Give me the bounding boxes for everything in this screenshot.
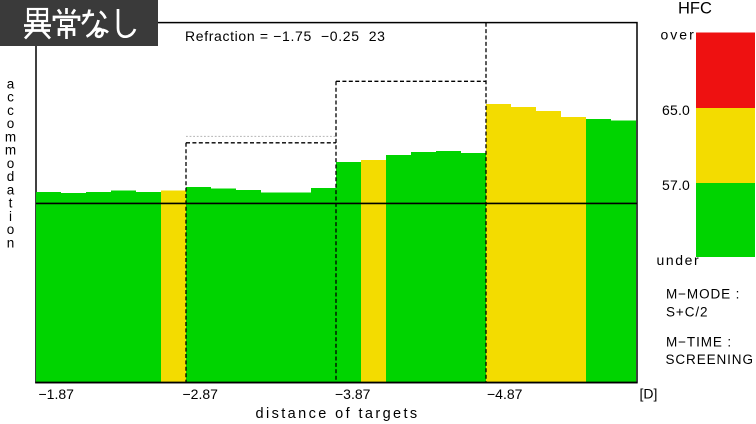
svg-text:c: c <box>7 90 14 105</box>
svg-text:c: c <box>7 103 14 118</box>
svg-text:M−TIME :: M−TIME : <box>666 335 732 350</box>
svg-text:a: a <box>7 76 15 91</box>
svg-text:m: m <box>5 143 16 158</box>
svg-text:65.0: 65.0 <box>662 102 690 118</box>
svg-text:under: under <box>657 252 701 268</box>
svg-text:d: d <box>7 169 15 184</box>
svg-text:n: n <box>7 235 15 250</box>
svg-text:a: a <box>7 182 15 197</box>
svg-text:over: over <box>661 27 696 43</box>
svg-text:o: o <box>7 116 15 131</box>
svg-text:−4.87: −4.87 <box>487 386 523 402</box>
svg-text:m: m <box>5 129 16 144</box>
svg-text:o: o <box>7 222 15 237</box>
svg-text:−3.87: −3.87 <box>335 386 371 402</box>
svg-text:M−MODE :: M−MODE : <box>666 286 740 301</box>
svg-text:57.0: 57.0 <box>662 177 690 193</box>
svg-text:i: i <box>9 209 12 224</box>
svg-text:S+C/2: S+C/2 <box>666 304 708 319</box>
svg-text:o: o <box>7 156 15 171</box>
svg-text:−2.87: −2.87 <box>183 386 219 402</box>
svg-text:Refraction = −1.75 −0.25 23: Refraction = −1.75 −0.25 23 <box>185 28 386 44</box>
svg-text:distance of targets: distance of targets <box>256 406 420 422</box>
svg-text:HFC: HFC <box>678 0 712 18</box>
svg-text:[D]: [D] <box>640 385 658 401</box>
svg-text:−1.87: −1.87 <box>39 386 75 402</box>
svg-text:SCREENING: SCREENING <box>666 352 754 367</box>
svg-text:t: t <box>9 196 13 211</box>
